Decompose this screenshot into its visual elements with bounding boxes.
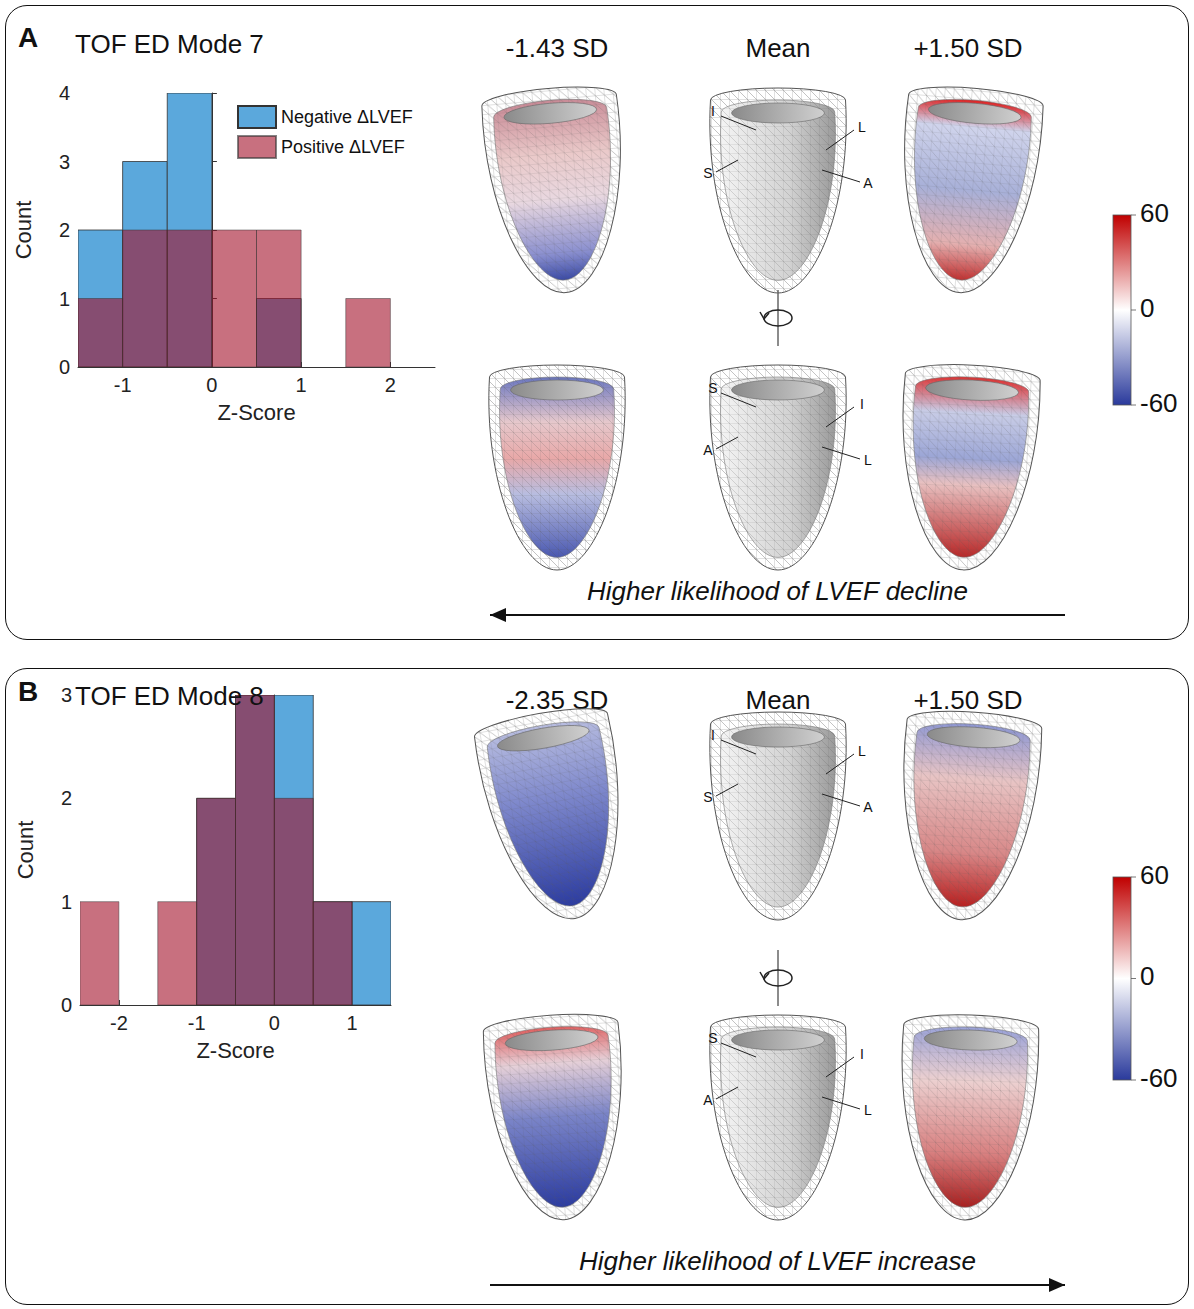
svg-text:2: 2 — [59, 219, 70, 241]
svg-text:I: I — [860, 1046, 864, 1062]
svg-text:I: I — [860, 396, 864, 412]
svg-text:S: S — [703, 165, 712, 181]
svg-text:S: S — [708, 1030, 717, 1046]
svg-text:0: 0 — [1140, 293, 1154, 323]
svg-text:L: L — [858, 743, 866, 759]
svg-text:TOF ED Mode 7: TOF ED Mode 7 — [75, 29, 264, 59]
svg-text:Positive ΔLVEF: Positive ΔLVEF — [281, 137, 405, 157]
svg-text:I: I — [711, 103, 715, 119]
svg-text:Count: Count — [11, 201, 36, 260]
svg-text:Mean: Mean — [745, 33, 810, 63]
svg-text:+1.50 SD: +1.50 SD — [913, 685, 1022, 715]
svg-text:Higher likelihood of LVEF decl: Higher likelihood of LVEF decline — [587, 576, 968, 606]
svg-text:60: 60 — [1140, 198, 1169, 228]
svg-text:L: L — [858, 119, 866, 135]
svg-text:0: 0 — [1140, 961, 1154, 991]
svg-text:A: A — [703, 1092, 713, 1108]
svg-text:4: 4 — [59, 82, 70, 104]
svg-text:Z-Score: Z-Score — [217, 400, 295, 425]
svg-text:0: 0 — [269, 1012, 280, 1034]
svg-text:-2.35 SD: -2.35 SD — [506, 685, 609, 715]
svg-text:60: 60 — [1140, 860, 1169, 890]
svg-text:0: 0 — [61, 994, 72, 1016]
svg-text:A: A — [863, 799, 873, 815]
svg-text:A: A — [703, 442, 713, 458]
svg-text:L: L — [864, 1102, 872, 1118]
svg-text:S: S — [708, 380, 717, 396]
svg-text:TOF ED Mode 8: TOF ED Mode 8 — [75, 681, 264, 711]
svg-text:Higher likelihood of LVEF incr: Higher likelihood of LVEF increase — [579, 1246, 976, 1276]
svg-text:1: 1 — [347, 1012, 358, 1034]
svg-text:1: 1 — [61, 891, 72, 913]
svg-text:0: 0 — [206, 374, 217, 396]
svg-text:L: L — [864, 452, 872, 468]
html-text:B: B — [18, 676, 39, 707]
svg-text:-1: -1 — [188, 1012, 206, 1034]
svg-text:-60: -60 — [1140, 388, 1178, 418]
svg-text:Count: Count — [13, 821, 38, 880]
svg-text:I: I — [711, 727, 715, 743]
svg-text:+1.50 SD: +1.50 SD — [913, 33, 1022, 63]
svg-text:-60: -60 — [1140, 1063, 1178, 1093]
svg-text:-2: -2 — [110, 1012, 128, 1034]
svg-text:-1.43 SD: -1.43 SD — [506, 33, 609, 63]
svg-text:A: A — [863, 175, 873, 191]
svg-text:Z-Score: Z-Score — [196, 1038, 274, 1063]
svg-text:3: 3 — [59, 151, 70, 173]
svg-text:0: 0 — [59, 356, 70, 378]
html-text:A: A — [18, 22, 39, 53]
svg-text:2: 2 — [61, 787, 72, 809]
svg-text:2: 2 — [385, 374, 396, 396]
svg-text:Mean: Mean — [745, 685, 810, 715]
svg-text:-1: -1 — [114, 374, 132, 396]
svg-text:Negative ΔLVEF: Negative ΔLVEF — [281, 107, 413, 127]
svg-text:S: S — [703, 789, 712, 805]
svg-text:1: 1 — [296, 374, 307, 396]
svg-text:1: 1 — [59, 288, 70, 310]
svg-text:3: 3 — [61, 684, 72, 706]
